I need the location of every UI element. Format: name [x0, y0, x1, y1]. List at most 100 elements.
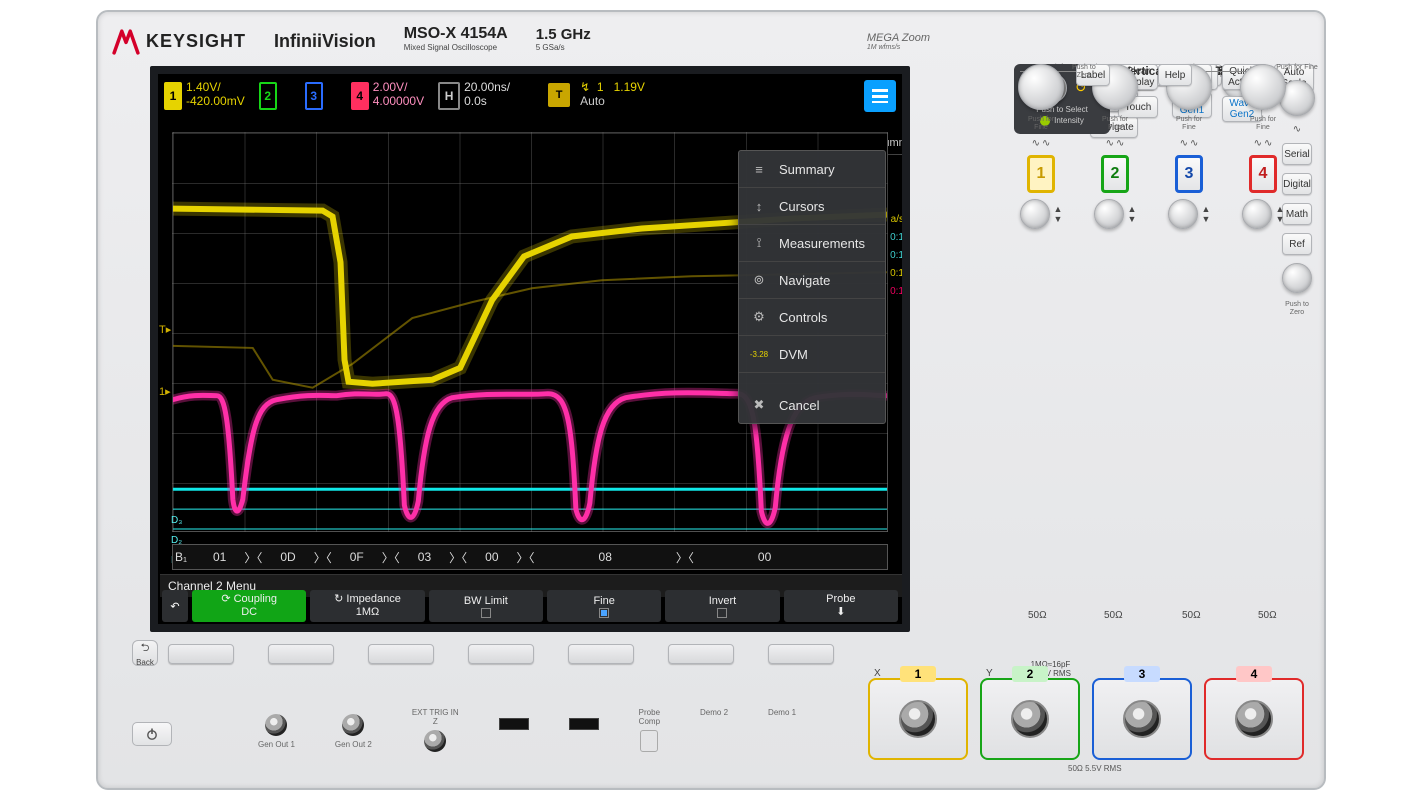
timebase-chip[interactable]: H: [438, 82, 460, 110]
bezel-key[interactable]: [168, 644, 234, 664]
serial-button[interactable]: Serial: [1282, 143, 1312, 165]
checkbox-icon: [717, 608, 727, 618]
megazoom-sub: 1M wfms/s: [867, 44, 930, 51]
bezel-key[interactable]: [368, 644, 434, 664]
ch1-scale-knob[interactable]: [1018, 64, 1064, 110]
vertical-channels: Push for Fine ∿∿ 1 ▲▼ Push for Fine ∿∿ 2…: [1018, 64, 1286, 229]
trigger-marker-icon: T▸: [159, 323, 171, 336]
bandwidth: 1.5 GHz: [536, 28, 591, 41]
ch4-scale-knob[interactable]: [1240, 64, 1286, 110]
chan3-chip[interactable]: 3: [305, 82, 323, 110]
softkey-coupling[interactable]: ⟳ Coupling DC: [192, 590, 306, 622]
gear-icon: ⚙: [749, 308, 769, 326]
inputs-footer: 50Ω 5.5V RMS: [1068, 764, 1122, 773]
digital-button[interactable]: Digital: [1282, 173, 1312, 195]
chan1-chip[interactable]: 1: [164, 82, 182, 110]
ch1-position-knob[interactable]: [1020, 199, 1050, 229]
trigger-chip[interactable]: T: [548, 83, 570, 107]
keysight-logo: KEYSIGHT: [112, 27, 246, 55]
softkey-probe[interactable]: Probe ⬇: [784, 590, 898, 622]
softkey-impedance[interactable]: ↻ Impedance 1MΩ: [310, 590, 424, 622]
down-arrow-icon: ⬇: [836, 606, 845, 619]
power-icon: [145, 727, 159, 741]
usb-port[interactable]: [569, 718, 599, 730]
ch4-enable-button[interactable]: 4: [1249, 155, 1277, 193]
bus-value: 08: [539, 550, 672, 564]
ch1-enable-button[interactable]: 1: [1027, 155, 1055, 193]
bus-value: 0F: [336, 550, 378, 564]
bus-decode-strip[interactable]: B₁ 01〉〈 0D〉〈 0F〉〈 03〉〈 00〉〈 08〉〈 00: [172, 544, 888, 570]
math-button[interactable]: Math: [1282, 203, 1312, 225]
chan4-chip[interactable]: 4: [351, 82, 369, 110]
osd-item-measurements[interactable]: ⟟Measurements: [739, 225, 885, 262]
bezel-key[interactable]: [768, 644, 834, 664]
bus-value: 00: [698, 550, 831, 564]
power-button[interactable]: [132, 722, 172, 746]
vertical-ch3: Push for Fine ∿∿ 3 ▲▼: [1166, 64, 1212, 229]
ch4-input-bnc[interactable]: 4: [1204, 678, 1304, 760]
ch2-enable-button[interactable]: 2: [1101, 155, 1129, 193]
softkey-bwlimit[interactable]: BW Limit: [429, 590, 543, 622]
help-button[interactable]: Help: [1158, 64, 1192, 86]
ref-button[interactable]: Ref: [1282, 233, 1312, 255]
multipurpose-lower-knob[interactable]: [1282, 263, 1312, 293]
vertical-ch4: Push for Fine ∿∿ 4 ▲▼: [1240, 64, 1286, 229]
osd-item-navigate[interactable]: ⊚Navigate: [739, 262, 885, 299]
ch1-impedance: 50Ω: [1028, 610, 1047, 621]
ch1-input-bnc[interactable]: X 1: [868, 678, 968, 760]
bezel-key[interactable]: [468, 644, 534, 664]
ch3-impedance: 50Ω: [1182, 610, 1201, 621]
ch3-position-knob[interactable]: [1168, 199, 1198, 229]
company-name: KEYSIGHT: [146, 31, 246, 52]
product-name: InfiniiVision: [274, 31, 376, 52]
model-subtitle: Mixed Signal Oscilloscope: [404, 41, 508, 55]
model-number: MSO-X 4154A: [404, 27, 508, 41]
vertical-ch1: Push for Fine ∿∿ 1 ▲▼: [1018, 64, 1064, 229]
measure-icon: ⟟: [749, 234, 769, 252]
ch3-enable-button[interactable]: 3: [1175, 155, 1203, 193]
checkbox-icon: [481, 608, 491, 618]
osd-item-dvm[interactable]: -3.28DVM: [739, 336, 885, 373]
bnc-connector-icon: [899, 700, 937, 738]
back-hardkey[interactable]: ⮌ Back: [132, 640, 158, 666]
ch4-position-knob[interactable]: [1242, 199, 1272, 229]
bezel-key[interactable]: [568, 644, 634, 664]
bezel-softkeys: [168, 644, 834, 664]
checkbox-checked-icon: [599, 608, 609, 618]
aux-connector-row: Gen Out 1 Gen Out 2 EXT TRIG IN Z Probe …: [258, 708, 796, 752]
sidebar-toggle-button[interactable]: [864, 80, 896, 112]
bnc-connector-icon: [1011, 700, 1049, 738]
osd-item-cancel[interactable]: ✖Cancel: [739, 387, 885, 423]
bus-value: 0D: [266, 550, 309, 564]
ch2-input-bnc[interactable]: Y 2: [980, 678, 1080, 760]
bus-value: 00: [471, 550, 512, 564]
gen-out-2-bnc[interactable]: [342, 714, 364, 736]
chan4-readout: 2.00V/ 4.00000V: [373, 80, 424, 108]
bezel-key[interactable]: [668, 644, 734, 664]
ch2-position-knob[interactable]: [1094, 199, 1124, 229]
bezel-key[interactable]: [268, 644, 334, 664]
onscreen-menu: ≡Summary ↕Cursors ⟟Measurements ⊚Navigat…: [738, 150, 886, 424]
sidebar-toggle-icon: [870, 86, 890, 106]
softkey-fine[interactable]: Fine: [547, 590, 661, 622]
osd-item-cursors[interactable]: ↕Cursors: [739, 188, 885, 225]
chan2-chip[interactable]: 2: [259, 82, 277, 110]
megazoom-label: MEGA Zoom 1M wfms/s: [867, 32, 930, 51]
softkey-row: ↶ ⟳ Coupling DC ↻ Impedance 1MΩ BW Limit…: [158, 588, 902, 624]
ext-trig-bnc[interactable]: [424, 730, 446, 752]
softkey-back[interactable]: ↶: [162, 590, 188, 622]
softkey-invert[interactable]: Invert: [665, 590, 779, 622]
front-panel-controls: Horizontal Horiz Search Navigate ⊙ Push …: [924, 64, 1314, 644]
navigate-icon: ⊚: [749, 271, 769, 289]
osd-item-controls[interactable]: ⚙Controls: [739, 299, 885, 336]
lcd-screen[interactable]: 1 1.40V/ -420.00mV 2 3 4 2.00V/ 4.00000V…: [150, 66, 910, 632]
trigger-readout: ↯ 1 1.19V Auto: [580, 80, 645, 108]
model-block: MSO-X 4154A Mixed Signal Oscilloscope: [404, 27, 508, 55]
bus-value: 03: [404, 550, 445, 564]
usb-port[interactable]: [499, 718, 529, 730]
ch4-impedance: 50Ω: [1258, 610, 1277, 621]
ch3-input-bnc[interactable]: 3: [1092, 678, 1192, 760]
osd-item-summary[interactable]: ≡Summary: [739, 151, 885, 188]
gen-out-1-bnc[interactable]: [265, 714, 287, 736]
probe-comp-terminal[interactable]: [640, 730, 658, 752]
